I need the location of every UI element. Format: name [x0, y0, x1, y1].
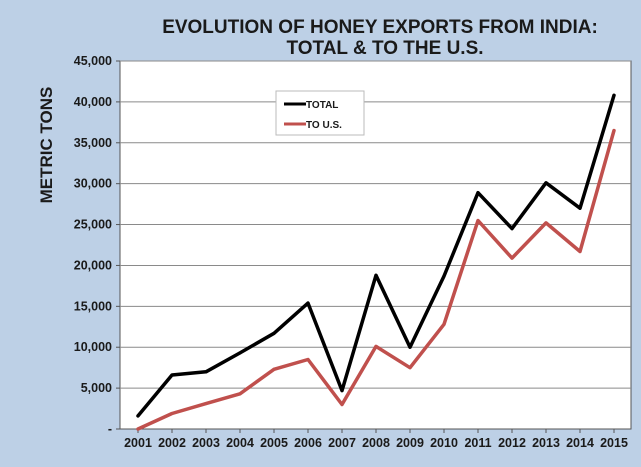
- data-point-total: [272, 331, 276, 335]
- legend-label-total: TOTAL: [306, 100, 338, 111]
- x-tick-label: 2006: [294, 436, 322, 450]
- y-axis-label: METRIC TONS: [37, 87, 56, 204]
- legend-label-to-us: TO U.S.: [306, 120, 342, 131]
- data-point-total: [510, 227, 514, 231]
- x-tick-label: 2003: [192, 436, 220, 450]
- legend-box: [275, 90, 365, 136]
- data-point-total: [238, 351, 242, 355]
- data-point-total: [340, 389, 344, 393]
- data-point-total: [170, 373, 174, 377]
- data-point-to-u-s: [170, 411, 174, 415]
- x-tick-label: 2001: [124, 436, 152, 450]
- y-tick-label: 5,000: [81, 381, 112, 395]
- data-point-to-u-s: [374, 344, 378, 348]
- plot-area: [119, 60, 632, 430]
- data-point-total: [408, 345, 412, 349]
- data-point-total: [204, 370, 208, 374]
- y-tick-label: 25,000: [74, 218, 112, 232]
- x-axis: 2001 2002 2003 2004 2005 2006 2007 2008 2009 2010…: [124, 429, 628, 450]
- legend: TOTAL TO U.S.: [275, 90, 365, 136]
- data-point-to-u-s: [272, 367, 276, 371]
- y-tick-label: 20,000: [74, 258, 112, 272]
- x-tick-label: 2007: [328, 436, 356, 450]
- y-tick-label: 10,000: [74, 340, 112, 354]
- data-point-to-u-s: [306, 357, 310, 361]
- data-point-to-u-s: [544, 221, 548, 225]
- data-point-total: [476, 191, 480, 195]
- y-tick-label: -: [108, 422, 112, 436]
- y-tick-label: 15,000: [74, 299, 112, 313]
- data-point-to-u-s: [476, 218, 480, 222]
- y-tick-label: 45,000: [74, 54, 112, 68]
- data-point-to-u-s: [238, 392, 242, 396]
- data-point-total: [612, 93, 616, 97]
- data-point-to-u-s: [340, 402, 344, 406]
- x-tick-label: 2012: [498, 436, 526, 450]
- x-tick-label: 2011: [464, 436, 491, 450]
- data-point-total: [374, 273, 378, 277]
- data-point-to-u-s: [612, 129, 616, 133]
- x-tick-label: 2013: [532, 436, 560, 450]
- data-point-total: [578, 206, 582, 210]
- y-tick-label: 35,000: [74, 136, 112, 150]
- y-axis: - 5,000 10,000 15,000 20,000 25,000 30,000 35,0…: [74, 54, 120, 436]
- x-tick-label: 2009: [396, 436, 424, 450]
- x-tick-label: 2005: [260, 436, 288, 450]
- data-point-to-u-s: [510, 256, 514, 260]
- chart-title-line2: TOTAL & TO THE U.S.: [286, 38, 483, 59]
- data-point-total: [136, 414, 140, 418]
- x-tick-label: 2004: [226, 436, 254, 450]
- data-point-total: [544, 181, 548, 185]
- chart-title-line1: EVOLUTION OF HONEY EXPORTS FROM INDIA:: [162, 17, 598, 38]
- data-point-total: [442, 274, 446, 278]
- x-tick-label: 2002: [158, 436, 186, 450]
- x-tick-label: 2010: [430, 436, 458, 450]
- series-lines: [136, 93, 616, 431]
- x-tick-label: 2015: [600, 436, 628, 450]
- data-point-to-u-s: [578, 250, 582, 254]
- data-point-to-u-s: [136, 427, 140, 431]
- data-point-to-u-s: [408, 366, 412, 370]
- data-point-to-u-s: [442, 322, 446, 326]
- data-point-to-u-s: [204, 402, 208, 406]
- x-tick-label: 2014: [566, 436, 594, 450]
- x-tick-label: 2008: [362, 436, 390, 450]
- y-tick-label: 40,000: [74, 95, 112, 109]
- data-point-total: [306, 301, 310, 305]
- y-tick-label: 30,000: [74, 177, 112, 191]
